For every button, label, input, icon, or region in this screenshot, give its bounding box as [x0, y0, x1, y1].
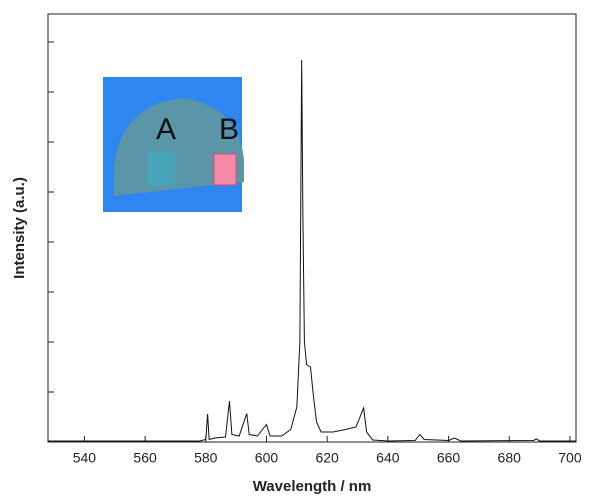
x-tick-label: 660 [437, 450, 461, 466]
wafer [114, 98, 244, 196]
y-axis-title: Intensity (a.u.) [11, 177, 28, 279]
x-tick-label: 560 [133, 450, 157, 466]
sample-a [148, 152, 175, 186]
x-axis-title: Wavelength / nm [253, 478, 372, 495]
x-tick-label: 620 [315, 450, 339, 466]
x-tick-label: 700 [558, 450, 582, 466]
inset-photo: A B [103, 77, 244, 212]
x-tick-label: 640 [376, 450, 400, 466]
plot-frame [47, 13, 577, 443]
x-tick-label: 680 [498, 450, 522, 466]
x-tick-label: 580 [194, 450, 218, 466]
sample-b [213, 153, 237, 186]
x-tick-label: 600 [255, 450, 279, 466]
inset-label: A [156, 113, 176, 146]
spectrum-line [48, 59, 576, 442]
x-tick-label: 540 [73, 450, 97, 466]
inset-label: B [219, 113, 239, 146]
